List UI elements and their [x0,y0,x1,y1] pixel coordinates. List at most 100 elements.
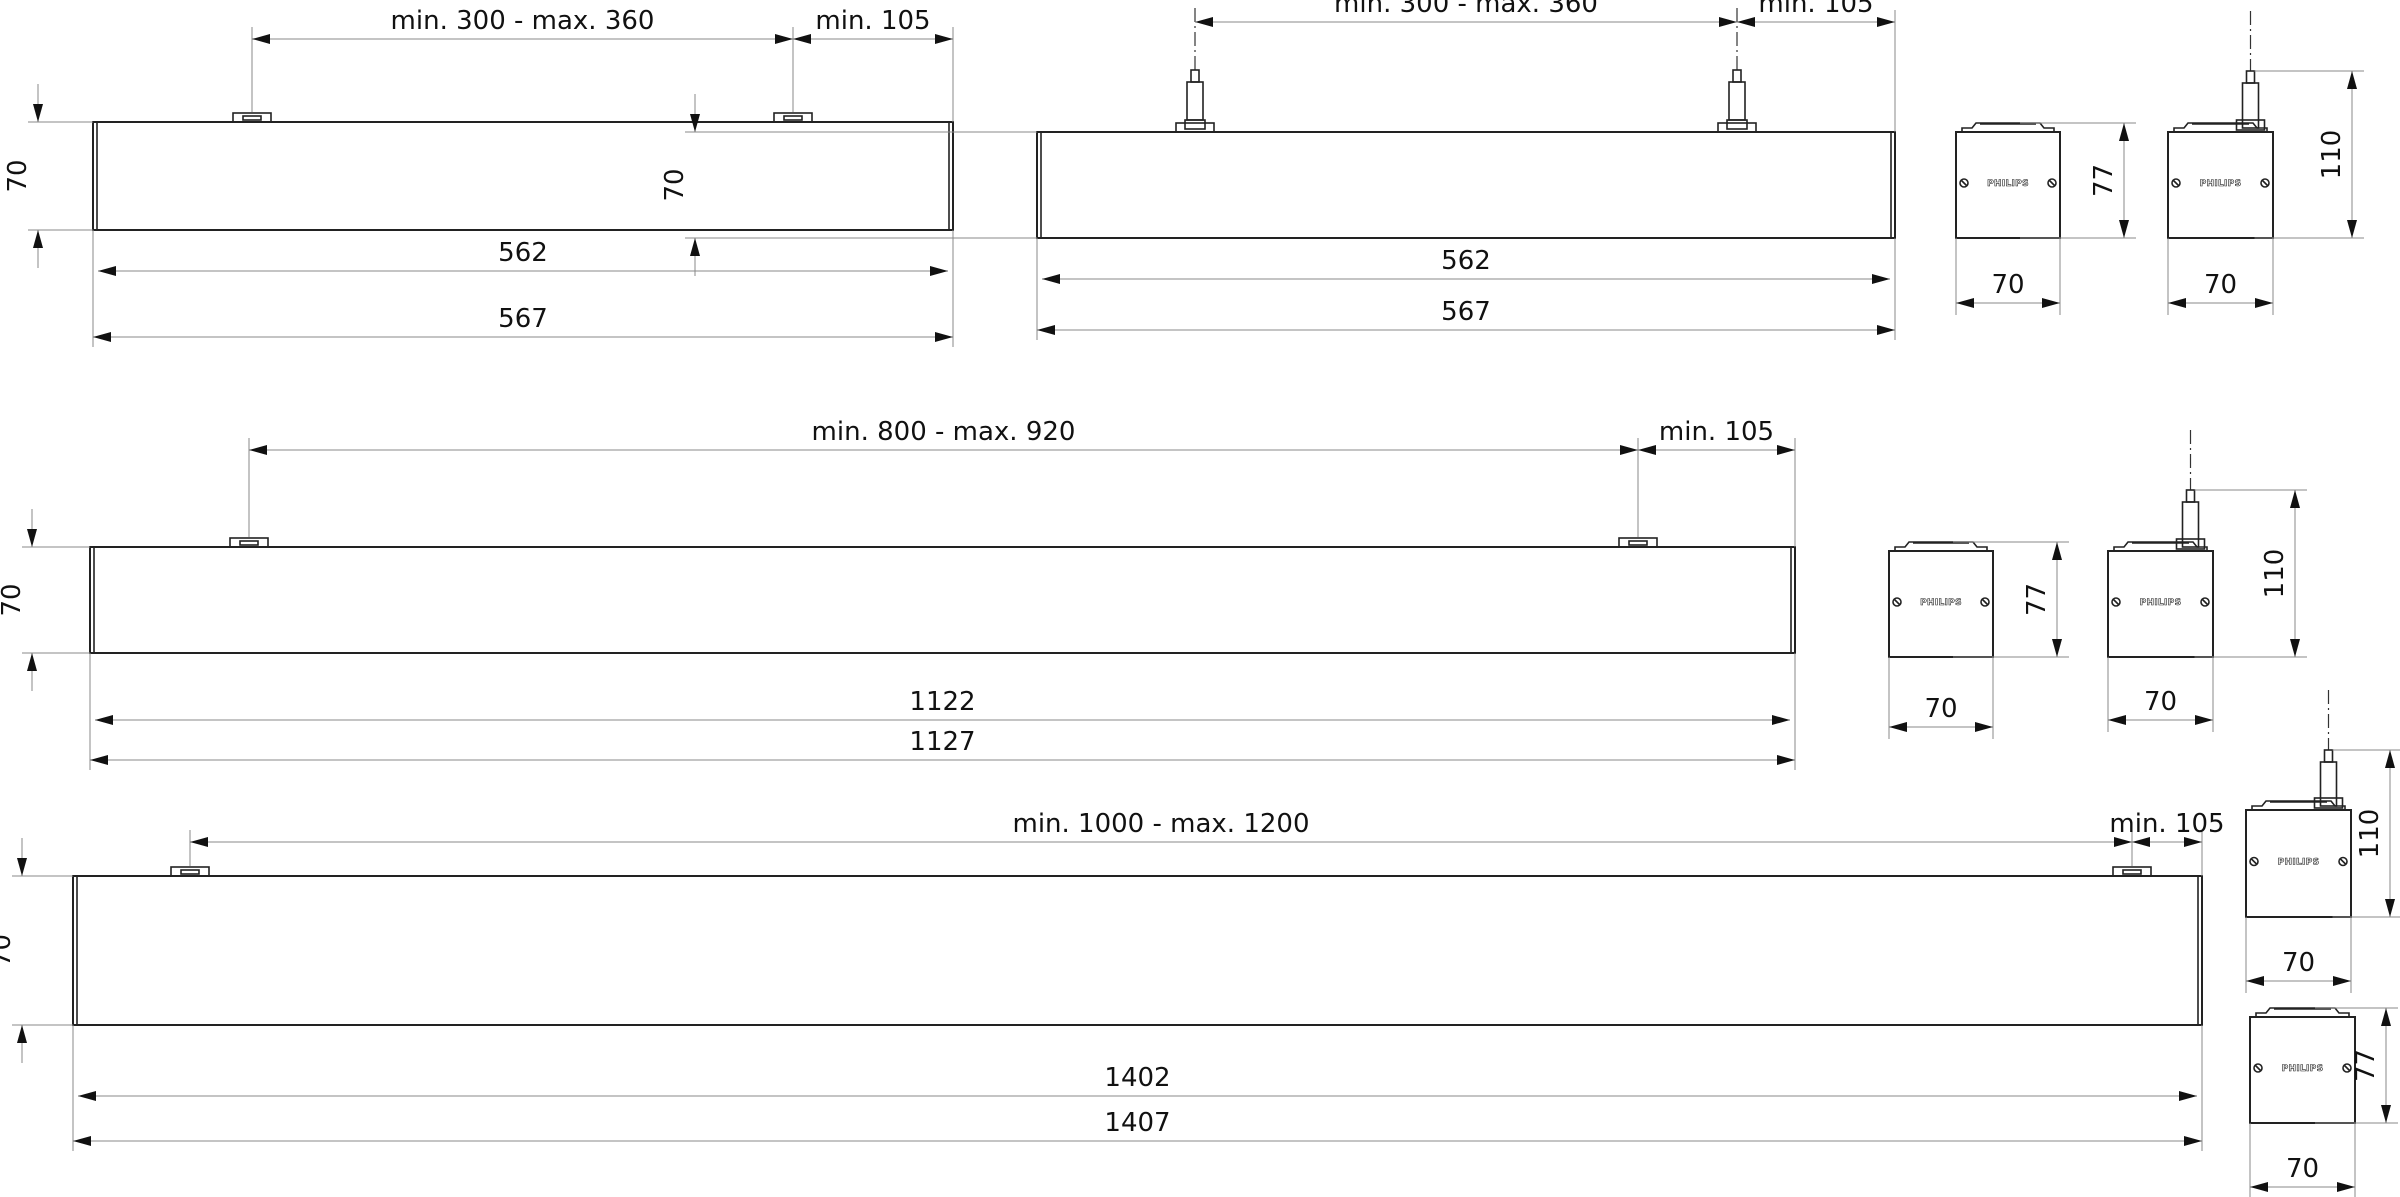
screw-slot [2172,179,2180,187]
screw-icon [1959,178,1969,188]
cable-grip-body [1728,81,1746,121]
height-dimension: 70 [0,838,73,1063]
dimension-label: 110 [2355,809,2385,859]
clip-slot [1628,540,1648,546]
width-dimension: 70 [2250,1154,2355,1192]
arrowhead [90,755,108,765]
arrowhead [73,1136,91,1146]
width-dimension: 70 [1956,270,2060,308]
arrowhead [2347,71,2357,89]
cable-grip-tip [1190,69,1200,83]
height-dimension: 77 [2020,122,2136,239]
mounting-clip [773,112,813,123]
dimension-label: 70 [2282,948,2315,978]
height-dimension: 110 [2332,749,2400,918]
width-dimension: 70 [2168,270,2273,308]
arrowhead [775,34,793,44]
width-dimension: 70 [1889,694,1993,732]
inner-length-dimension: 562 [1042,246,1890,284]
arrowhead [2119,220,2129,238]
mount-spacing-dimension: min. 1000 - max. 1200 [190,809,2132,847]
dimension-label: 70 [3,159,33,192]
arrowhead [17,858,27,876]
mount-spacing-dimension: min. 800 - max. 920 [249,417,1638,455]
arrowhead [93,332,111,342]
mounting-clip [229,537,269,548]
screw-slot [2339,857,2347,866]
width-dimension: 70 [2108,687,2213,725]
mount-spacing-dimension: min. 300 - max. 360 [252,6,793,44]
arrowhead [27,653,37,671]
clip-base [170,866,210,877]
screw-icon [2047,178,2057,188]
mounting-plate [2255,1007,2350,1017]
side-view-view_562_pendant [1036,8,1896,340]
grip-nut [2175,538,2206,550]
cable-grip-body [2181,501,2200,548]
clip-base [229,537,269,548]
screw-icon [1980,597,1990,607]
height-dimension: 77 [1953,541,2069,658]
clip-slot [239,540,259,546]
dimension-label: 70 [2204,270,2237,300]
screw-slot [2250,857,2258,866]
clip-base [2112,866,2152,877]
mounting-plate [2173,122,2268,132]
height-dimension: 70 [660,94,1037,276]
mounting-clip [2112,866,2152,877]
end-cap-body [1955,131,2061,239]
arrowhead [252,34,270,44]
arrowhead [1877,17,1895,27]
mounting-clip [232,112,272,123]
clip-slot [242,115,262,121]
mounting-clip [170,866,210,877]
arrowhead [1956,298,1974,308]
cable-grip-tip [2323,749,2334,763]
clip-slot [783,115,803,121]
inner-length-dimension: 1402 [78,1063,2197,1101]
dimension-label: 562 [498,238,548,268]
dimension-label: 77 [2022,583,2052,616]
screw-slot [2112,598,2120,606]
screw-icon [2342,1063,2352,1073]
clip-base [1618,537,1658,548]
dimension-label: 70 [0,583,27,616]
mounting-plate [1894,541,1988,551]
luminaire-body [72,875,2203,1026]
philips-logo: PHILIPS [2282,1064,2324,1074]
clip-slot [180,869,200,875]
arrowhead [33,104,43,122]
arrowhead [793,34,811,44]
arrowhead [930,266,948,276]
arrowhead [1872,274,1890,284]
grip-nut [1184,119,1206,130]
arrowhead [2042,298,2060,308]
screw-icon [2111,597,2121,607]
screw-icon [1892,597,1902,607]
dimension-label: 1127 [909,727,975,757]
overall-length-dimension: 567 [1037,297,1895,335]
dimension-label: 70 [1991,270,2024,300]
end-offset-dimension: min. 105 [1737,0,1895,27]
end-view-5: PHILIPS [2249,1007,2356,1197]
height-dimension: 70 [0,509,90,691]
arrowhead [1889,722,1907,732]
arrowhead [1772,715,1790,725]
arrowhead [98,266,116,276]
philips-logo: PHILIPS [2140,598,2182,608]
mounting-plate [2113,541,2208,551]
arrowhead [1195,17,1213,27]
arrowhead [2255,298,2273,308]
dimension-label: min. 300 - max. 360 [391,6,655,36]
pendant-suspension [1175,8,1215,133]
clip-base [773,112,813,123]
philips-logo: PHILIPS [2278,858,2320,868]
screw-icon [2260,178,2270,188]
mounting-clip [1618,537,1658,548]
cable-grip-body [1186,81,1204,121]
arrowhead [2337,1182,2355,1192]
end-cap-body [2107,550,2214,658]
arrowhead [2179,1091,2197,1101]
dimension-label: 1122 [909,687,975,717]
